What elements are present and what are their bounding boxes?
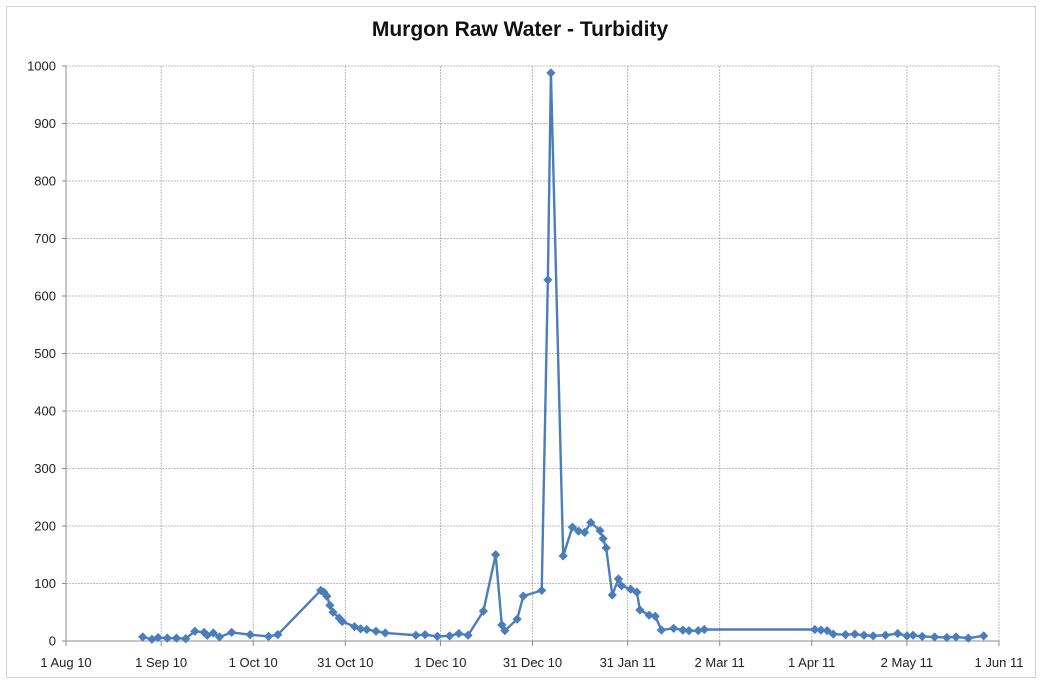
data-point bbox=[543, 275, 553, 285]
data-point bbox=[322, 591, 332, 601]
x-tick-label: 1 Aug 10 bbox=[40, 655, 91, 670]
y-tick-label: 500 bbox=[34, 346, 56, 361]
x-tick-label: 1 Jun 11 bbox=[975, 655, 1024, 670]
data-point bbox=[598, 534, 608, 544]
data-point bbox=[635, 605, 645, 615]
chart-title: Murgon Raw Water - Turbidity bbox=[371, 18, 669, 41]
data-point bbox=[558, 551, 568, 561]
data-point bbox=[411, 630, 421, 640]
data-point bbox=[512, 614, 522, 624]
data-point bbox=[822, 626, 832, 636]
x-tick-label: 1 Oct 10 bbox=[229, 655, 278, 670]
data-point bbox=[491, 550, 501, 560]
data-point bbox=[356, 624, 366, 634]
data-point bbox=[380, 628, 390, 638]
data-point bbox=[859, 630, 869, 640]
data-point bbox=[850, 629, 860, 639]
y-tick-label: 800 bbox=[34, 174, 56, 189]
y-tick-label: 1000 bbox=[27, 59, 56, 74]
data-point bbox=[171, 633, 182, 643]
data-point bbox=[245, 630, 255, 640]
data-point bbox=[607, 590, 617, 600]
data-point bbox=[573, 526, 584, 536]
x-tick-label: 1 Dec 10 bbox=[414, 655, 466, 670]
data-point bbox=[613, 574, 624, 584]
x-tick-label: 1 Apr 11 bbox=[788, 655, 835, 670]
data-point bbox=[138, 632, 148, 642]
data-point bbox=[678, 625, 688, 635]
y-tick-label: 0 bbox=[49, 634, 56, 649]
data-point bbox=[595, 525, 605, 536]
x-tick-label: 1 Sep 10 bbox=[135, 655, 187, 670]
y-tick-label: 600 bbox=[34, 289, 56, 304]
data-point bbox=[601, 543, 611, 553]
data-point bbox=[445, 631, 455, 641]
data-point bbox=[816, 625, 826, 635]
data-point bbox=[828, 629, 838, 639]
x-tick-label: 2 May 11 bbox=[881, 655, 934, 670]
series-line bbox=[142, 71, 984, 641]
data-point bbox=[478, 606, 489, 616]
data-point bbox=[632, 587, 642, 597]
data-point bbox=[942, 632, 952, 643]
data-point bbox=[586, 517, 596, 528]
data-point bbox=[684, 626, 694, 636]
data-point bbox=[537, 585, 547, 596]
y-tick-label: 200 bbox=[34, 519, 56, 534]
data-point bbox=[371, 626, 381, 636]
chart-area bbox=[6, 6, 1036, 678]
data-point bbox=[500, 626, 510, 636]
data-point bbox=[580, 527, 590, 537]
data-point bbox=[208, 628, 218, 638]
x-tick-label: 31 Jan 11 bbox=[600, 655, 656, 670]
x-tick-label: 2 Mar 11 bbox=[695, 655, 745, 670]
data-point bbox=[328, 607, 338, 617]
data-point bbox=[963, 633, 973, 643]
data-point bbox=[420, 630, 430, 640]
y-tick-label: 400 bbox=[34, 404, 56, 419]
data-point bbox=[893, 628, 903, 639]
data-point bbox=[337, 616, 347, 627]
data-point bbox=[263, 631, 274, 642]
data-point bbox=[463, 630, 473, 640]
data-point bbox=[454, 628, 464, 639]
data-point bbox=[181, 634, 191, 644]
data-point bbox=[227, 627, 237, 638]
data-point bbox=[929, 632, 940, 642]
data-point bbox=[650, 611, 660, 621]
data-point bbox=[908, 630, 918, 640]
data-point bbox=[656, 625, 667, 635]
data-point bbox=[362, 624, 372, 635]
y-tick-label: 100 bbox=[34, 576, 56, 591]
data-point bbox=[810, 624, 820, 635]
data-point bbox=[951, 632, 961, 642]
y-tick-label: 900 bbox=[34, 116, 56, 131]
data-point bbox=[153, 632, 163, 643]
data-point bbox=[699, 624, 709, 635]
data-point bbox=[432, 631, 442, 642]
data-point bbox=[190, 626, 200, 636]
data-point bbox=[325, 600, 335, 610]
data-point bbox=[214, 632, 225, 642]
data-point bbox=[626, 584, 636, 594]
x-tick-label: 31 Dec 10 bbox=[503, 655, 562, 670]
data-point bbox=[979, 631, 989, 641]
y-tick-label: 700 bbox=[34, 231, 56, 246]
x-tick-label: 31 Oct 10 bbox=[317, 655, 373, 670]
data-point bbox=[644, 610, 654, 620]
data-point bbox=[567, 522, 578, 532]
data-point bbox=[518, 591, 528, 601]
data-point bbox=[868, 631, 878, 641]
y-tick-label: 300 bbox=[34, 461, 56, 476]
data-point bbox=[880, 630, 891, 640]
data-point bbox=[546, 68, 556, 78]
data-point bbox=[162, 633, 172, 643]
data-point bbox=[840, 630, 851, 640]
data-point bbox=[616, 581, 627, 591]
data-point bbox=[917, 631, 927, 642]
data-point bbox=[669, 623, 679, 633]
data-point bbox=[273, 630, 283, 640]
